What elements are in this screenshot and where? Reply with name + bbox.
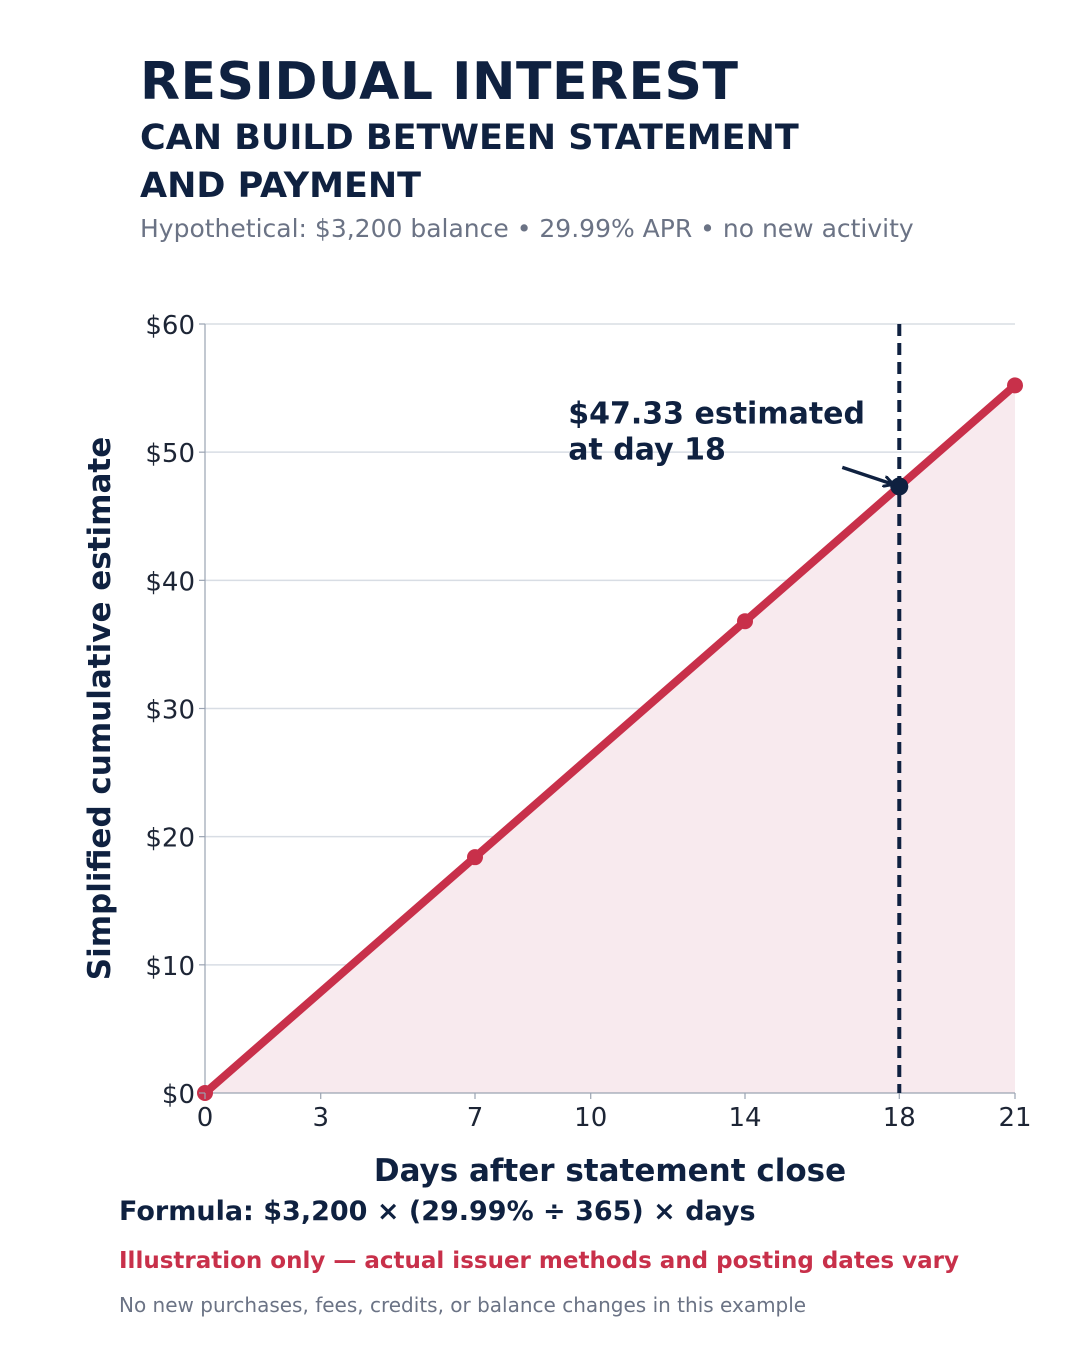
data-point — [737, 613, 753, 630]
y-tick-label: $10 — [145, 952, 195, 982]
subtitle-line-2: AND PAYMENT — [140, 166, 422, 206]
annotation-value: $47.33 estimated — [568, 396, 865, 431]
chart-subtitle: CAN BUILD BETWEEN STATEMENT AND PAYMENT — [140, 114, 799, 210]
annotation-day: at day 18 — [568, 432, 726, 467]
highlight-point — [890, 477, 909, 496]
x-axis-label: Days after statement close — [374, 1153, 846, 1189]
x-tick-label: 14 — [728, 1103, 761, 1133]
y-tick-label: $30 — [145, 696, 195, 726]
y-axis-label: Simplified cumulative estimate — [82, 437, 118, 981]
series-line — [201, 381, 1019, 1097]
x-tick-label: 21 — [998, 1103, 1031, 1133]
x-tick-label: 0 — [197, 1103, 214, 1133]
tick-labels: $0 $10 $20 $30 $40 $50 $60 0 3 7 10 14 18 21 — [145, 311, 1031, 1133]
x-tick-label: 7 — [467, 1103, 484, 1133]
annotation-arrow — [841, 465, 893, 484]
scenario-note: Hypothetical: $3,200 balance • 29.99% AP… — [140, 214, 914, 243]
formula-text: Formula: $3,200 × (29.99% ÷ 365) × days — [119, 1196, 756, 1227]
y-tick-label: $0 — [162, 1080, 195, 1110]
fine-print: No new purchases, fees, credits, or bala… — [119, 1293, 807, 1317]
y-tick-label: $50 — [145, 439, 195, 469]
y-tick-label: $20 — [145, 824, 195, 854]
x-tick-label: 3 — [312, 1103, 329, 1133]
subtitle-line-1: CAN BUILD BETWEEN STATEMENT — [140, 118, 799, 158]
disclaimer-text: Illustration only — actual issuer method… — [119, 1248, 959, 1274]
x-tick-label: 18 — [883, 1103, 916, 1133]
chart-title: RESIDUAL INTEREST — [140, 52, 739, 112]
data-point — [1007, 377, 1023, 394]
y-tick-label: $40 — [145, 567, 195, 597]
y-tick-label: $60 — [145, 311, 195, 341]
data-point — [467, 849, 483, 866]
x-tick-label: 10 — [574, 1103, 607, 1133]
